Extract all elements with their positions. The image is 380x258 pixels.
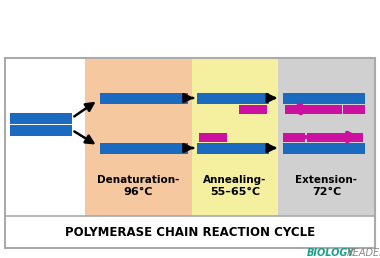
Bar — [5, 216, 375, 248]
Text: BIOLOGY: BIOLOGY — [307, 248, 355, 258]
Text: 96°C: 96°C — [124, 187, 153, 197]
Bar — [10, 125, 72, 135]
Bar — [285, 104, 342, 114]
Bar — [278, 58, 375, 216]
Bar — [283, 133, 305, 141]
Bar — [100, 93, 188, 103]
Bar — [307, 133, 363, 141]
Text: 72°C: 72°C — [312, 187, 341, 197]
Bar — [199, 133, 227, 141]
Bar — [5, 58, 85, 216]
Text: 55–65°C: 55–65°C — [210, 187, 260, 197]
Bar — [197, 142, 269, 154]
Text: Denaturation-: Denaturation- — [97, 175, 180, 185]
Bar — [5, 58, 375, 248]
Bar — [10, 112, 72, 124]
Bar — [343, 104, 365, 114]
Bar — [100, 142, 188, 154]
Bar — [239, 104, 267, 114]
Bar — [192, 58, 278, 216]
Text: POLYMERASE CHAIN REACTION CYCLE: POLYMERASE CHAIN REACTION CYCLE — [65, 225, 315, 238]
Bar — [197, 93, 269, 103]
Text: READER: READER — [347, 248, 380, 258]
Text: Extension-: Extension- — [296, 175, 358, 185]
Bar — [283, 93, 365, 103]
Bar — [283, 142, 365, 154]
Bar — [85, 58, 192, 216]
Text: Annealing-: Annealing- — [203, 175, 267, 185]
